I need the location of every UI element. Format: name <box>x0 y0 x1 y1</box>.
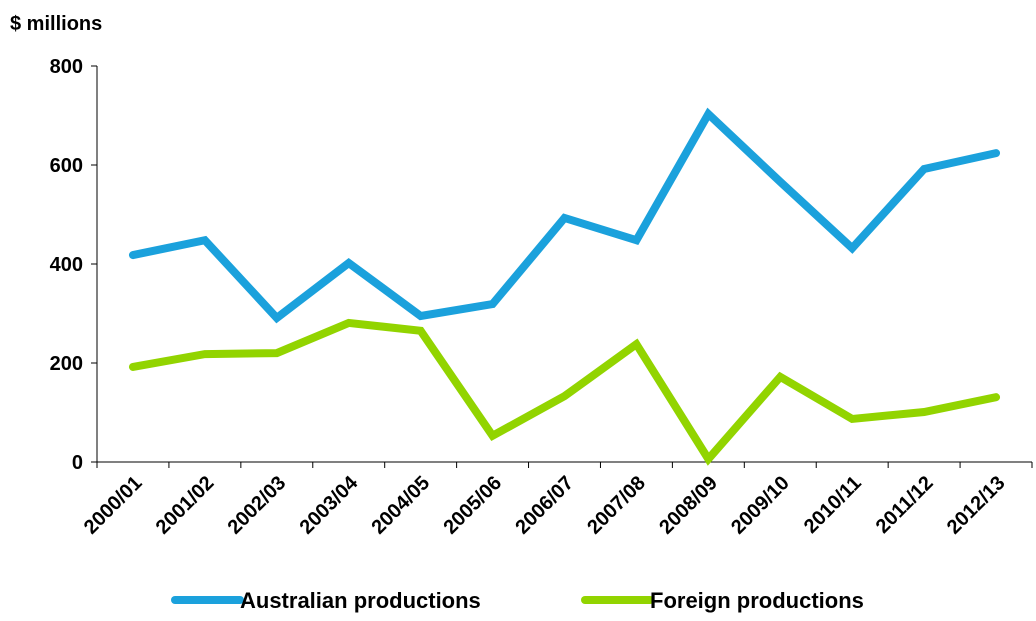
x-tick-label: 2004/05 <box>368 472 435 539</box>
x-tick-label: 2003/04 <box>296 471 363 538</box>
x-tick-label: 2001/02 <box>152 472 219 539</box>
legend-label: Australian productions <box>240 588 481 613</box>
y-tick-label: 0 <box>72 452 83 474</box>
x-tick-label: 2002/03 <box>224 472 291 539</box>
y-tick-label: 800 <box>50 56 83 78</box>
y-axis-label: $ millions <box>10 13 102 35</box>
series-line <box>128 107 1001 324</box>
x-tick-label: 2010/11 <box>800 472 866 538</box>
series-line <box>128 318 1001 466</box>
y-tick-label: 200 <box>50 353 83 375</box>
y-tick-label: 400 <box>50 254 83 276</box>
x-tick-label: 2012/13 <box>943 472 1010 539</box>
x-tick-label: 2000/01 <box>80 472 147 539</box>
x-tick-label: 2008/09 <box>655 472 722 539</box>
x-tick-label: 2005/06 <box>439 472 506 539</box>
x-tick-label: 2006/07 <box>511 472 578 539</box>
x-tick-label: 2011/12 <box>872 472 938 538</box>
x-tick-label: 2009/10 <box>727 472 794 539</box>
y-tick-label: 600 <box>50 155 83 177</box>
legend-label: Foreign productions <box>650 588 864 613</box>
x-tick-label: 2007/08 <box>583 472 650 539</box>
